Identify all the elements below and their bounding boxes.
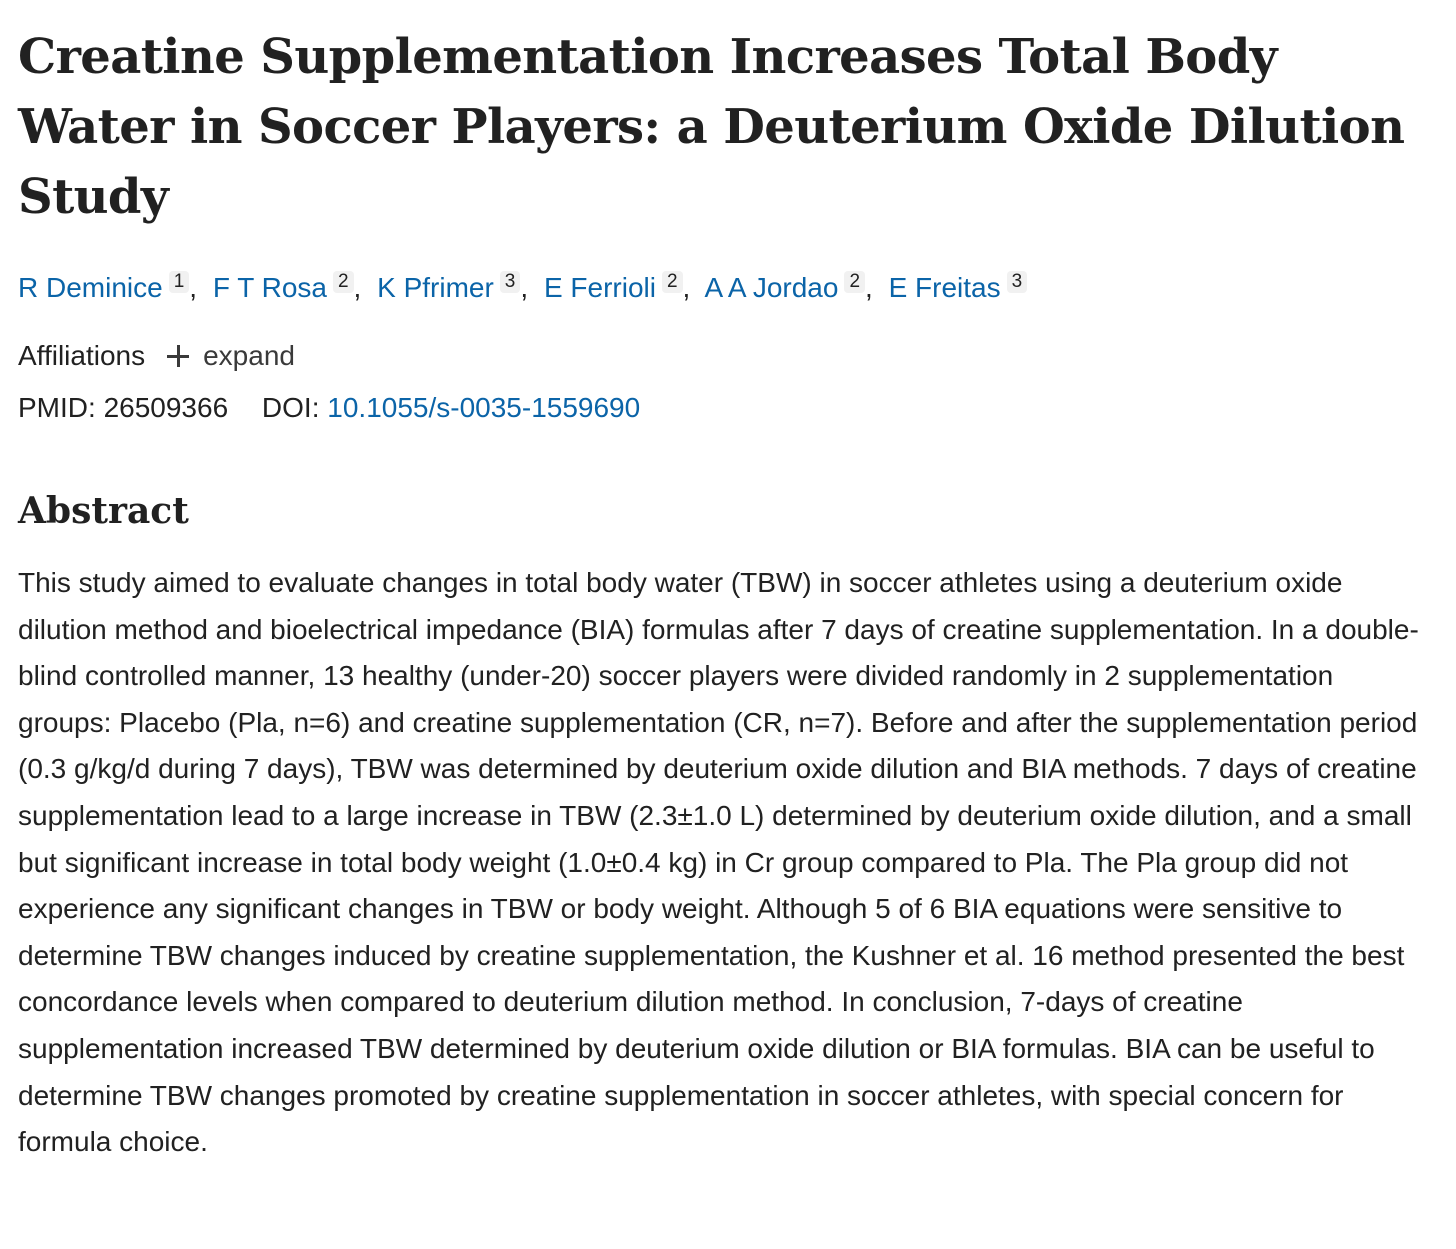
affiliation-number[interactable]: 1 xyxy=(168,271,190,293)
plus-icon xyxy=(167,345,190,367)
pmid-label: PMID: xyxy=(18,392,96,423)
expand-affiliations-button[interactable]: expand xyxy=(167,338,295,374)
author-separator: , xyxy=(189,272,198,303)
affiliation-number[interactable]: 3 xyxy=(1006,271,1028,293)
expand-label: expand xyxy=(203,340,295,371)
identifiers-row: PMID: 26509366 DOI: 10.1055/s-0035-15596… xyxy=(18,388,1428,428)
author-separator: , xyxy=(520,272,529,303)
affiliation-number[interactable]: 2 xyxy=(844,271,866,293)
pmid-value: 26509366 xyxy=(103,392,229,423)
affiliation-number[interactable]: 2 xyxy=(332,271,354,293)
author-separator: , xyxy=(353,272,362,303)
author-separator: , xyxy=(682,272,691,303)
author-separator: , xyxy=(865,272,873,303)
author-link[interactable]: R Deminice xyxy=(18,272,163,303)
affiliations-row: Affiliations expand xyxy=(18,338,1428,374)
affiliation-number[interactable]: 2 xyxy=(661,271,683,293)
author-list: R Deminice 1, F T Rosa 2, K Pfrimer 3, E Fe… xyxy=(18,268,1428,308)
article-page: Creatine Supplementation Increases Total… xyxy=(18,22,1428,1194)
author-link[interactable]: E Ferrioli xyxy=(543,272,656,303)
affiliations-label: Affiliations xyxy=(18,340,146,371)
author-link[interactable]: E Freitas xyxy=(888,272,1001,303)
author-link[interactable]: A A Jordao xyxy=(704,272,839,303)
abstract-text: This study aimed to evaluate changes in … xyxy=(18,567,1419,1158)
doi-link[interactable]: 10.1055/s-0035-1559690 xyxy=(327,392,641,423)
affiliation-number[interactable]: 3 xyxy=(499,271,521,293)
author-link[interactable]: K Pfrimer xyxy=(377,272,494,303)
author-link[interactable]: F T Rosa xyxy=(212,272,327,303)
abstract-heading: Abstract xyxy=(18,490,189,532)
doi-label: DOI: xyxy=(261,392,320,423)
article-title: Creatine Supplementation Increases Total… xyxy=(18,29,1405,225)
